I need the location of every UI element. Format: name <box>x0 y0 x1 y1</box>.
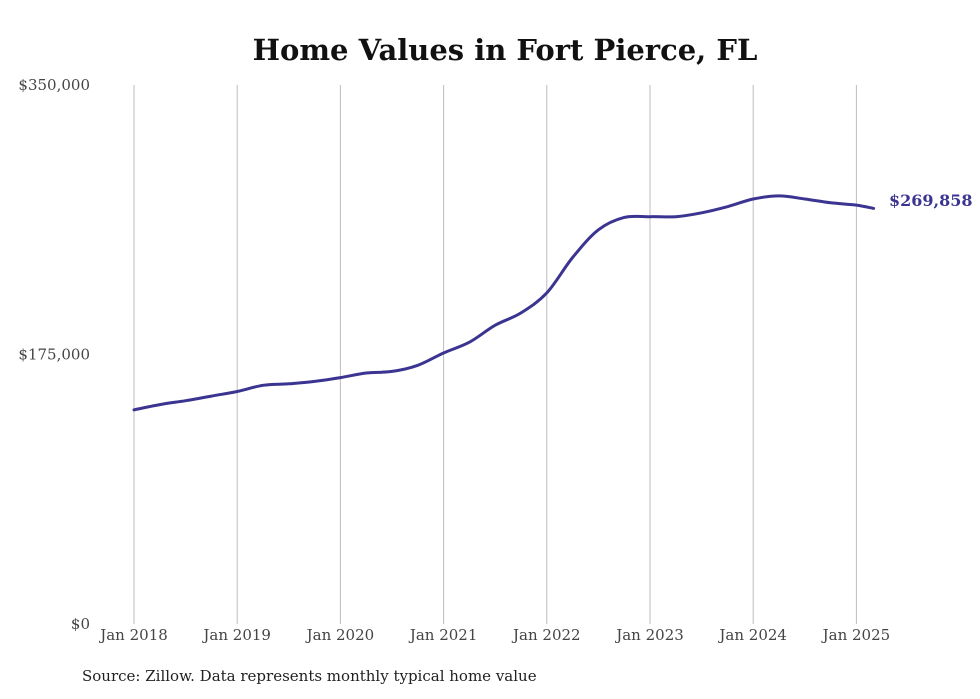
x-tick-label: Jan 2024 <box>717 626 787 644</box>
x-tick-label: Jan 2025 <box>821 626 891 644</box>
series-line <box>132 194 876 412</box>
x-tick-label: Jan 2020 <box>305 626 375 644</box>
x-tick-label: Jan 2023 <box>614 626 684 644</box>
source-note: Source: Zillow. Data represents monthly … <box>82 667 537 685</box>
chart-title: Home Values in Fort Pierce, FL <box>253 33 758 67</box>
y-axis-tick-labels: $0 $175,000 $350,000 <box>18 76 90 633</box>
x-tick-label: Jan 2021 <box>408 626 478 644</box>
x-tick-label: Jan 2019 <box>201 626 271 644</box>
x-axis-tick-labels: Jan 2018 Jan 2019 Jan 2020 Jan 2021 Jan 2022… <box>98 626 890 644</box>
x-tick-label: Jan 2018 <box>98 626 168 644</box>
x-tick-label: Jan 2022 <box>511 626 581 644</box>
last-value-label: $269,858 <box>889 191 973 210</box>
y-tick-label: $175,000 <box>18 346 90 364</box>
series-group <box>132 194 876 412</box>
y-tick-label: $0 <box>71 615 90 633</box>
y-tick-label: $350,000 <box>18 76 90 94</box>
vertical-gridlines <box>133 85 857 624</box>
